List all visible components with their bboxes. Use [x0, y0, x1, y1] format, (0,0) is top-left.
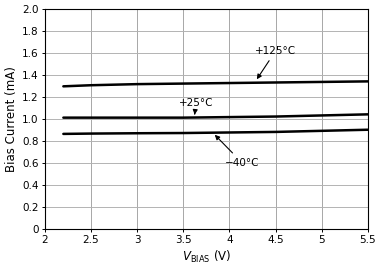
Text: +125°C: +125°C: [255, 46, 296, 78]
X-axis label: $V_{\mathrm{BIAS}}$ (V): $V_{\mathrm{BIAS}}$ (V): [182, 249, 231, 265]
Text: −40°C: −40°C: [216, 136, 259, 168]
Y-axis label: Bias Current (mA): Bias Current (mA): [5, 66, 18, 172]
Text: +25°C: +25°C: [179, 98, 213, 114]
